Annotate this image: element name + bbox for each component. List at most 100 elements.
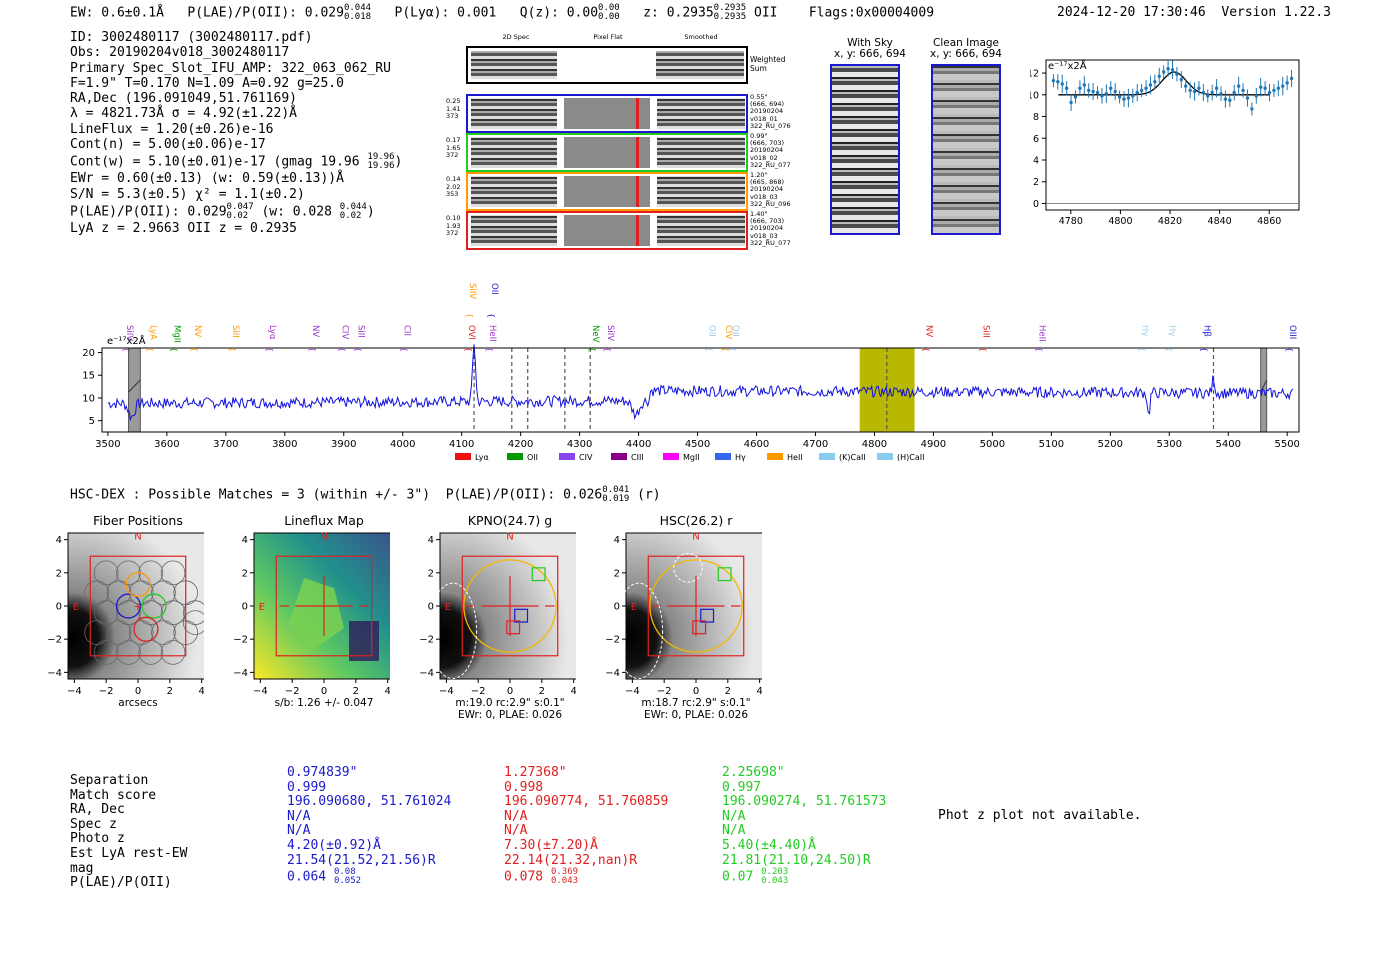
row-flat-marker (636, 98, 639, 129)
center-plus: + (133, 600, 142, 613)
fiber-highlight (133, 616, 159, 642)
zoom-plot: 4780 4800 4820 4840 4860 0 2 4 6 8 10 12 (1030, 60, 1299, 227)
row-left-value: 1.65 (446, 143, 461, 152)
zoom-point (1166, 66, 1170, 71)
match-cell-mag: 22.14(21.32,nan)R (504, 852, 638, 868)
header-ew: EW: 0.6±0.1Å (70, 5, 164, 21)
zoom-point (1250, 107, 1254, 111)
row-right-value: 1.20" (750, 171, 768, 179)
spec-line-brace: { (921, 347, 930, 352)
map-title: HSC(26.2) r (616, 513, 776, 528)
match-cell-mag: 21.54(21.52,21.56)R (287, 852, 436, 868)
fiber-circle (182, 600, 204, 625)
header-plae-hi: 0.044 (343, 3, 372, 13)
spec-line-label: CII (401, 325, 411, 336)
zoom-point (1100, 94, 1104, 98)
match-cell-ew: 5.40(±4.40)Å (722, 837, 816, 853)
info-primary: Primary Spec_Slot_IFU_AMP: 322_063_062_R… (70, 60, 391, 76)
match-cell-score: 0.997 (722, 779, 762, 795)
row-flat-marker (636, 215, 639, 246)
match-cell-sep: 1.27368" (504, 765, 567, 780)
row-2d-spec (471, 137, 557, 168)
hsc-plae-hi: 0.041 (602, 485, 630, 495)
zoom-point (1095, 90, 1100, 95)
col-pixel-flat: Pixel Flat (593, 33, 623, 41)
match-box-red (692, 620, 707, 635)
info-contw-lo: 19.96 (367, 161, 395, 172)
zoom-xtick-label: 4800 (1108, 216, 1132, 227)
match-plae-range: 0.369 0.043 (551, 868, 578, 886)
map-ytick-label: −4 (605, 668, 620, 679)
map-xtick-label: 4 (756, 686, 762, 697)
match-plae-value: 0.064 (287, 869, 327, 885)
zoom-point (1122, 97, 1126, 101)
info-plae-w: (w: 0.028 (261, 204, 332, 220)
spec-line-label: SiII (981, 325, 991, 338)
spec-line-label: CIV (340, 325, 350, 339)
clean-image (931, 64, 1001, 235)
zoom-point (1228, 98, 1232, 102)
zoom-ytick-label: 12 (1030, 69, 1039, 80)
lineflux-blob (289, 578, 344, 653)
with-sky-xy: x, y: 666, 694 (834, 48, 906, 60)
match-row-label: Est LyA rest-EW (70, 845, 188, 861)
spec-line-label: NV (192, 325, 202, 337)
legend-label: CIV (579, 453, 593, 462)
row-2d-spec (471, 215, 557, 246)
zoom-point (1131, 94, 1135, 98)
map-ytick-label: 2 (428, 568, 434, 579)
north-label: N (320, 532, 327, 543)
match-cell-specz: N/A (504, 808, 528, 824)
map-ytick-label: 2 (56, 568, 62, 579)
row-left-value: 2.02 (446, 182, 461, 191)
map-xtick-label: −2 (285, 686, 300, 697)
header-plya: P(Lyα): 0.001 (394, 5, 497, 21)
spec-line-brace: { (265, 347, 274, 352)
fiber-circle (151, 620, 176, 645)
col-smoothed: Smoothed (684, 33, 718, 41)
spec-line-label: SiII (356, 325, 366, 338)
east-label: E (445, 602, 451, 613)
map-xtick-label: −4 (625, 686, 640, 697)
spec-xtick-label: 4000 (390, 439, 415, 450)
row-right-value: 0.99" (750, 132, 768, 140)
legend-label: OII (527, 453, 538, 462)
fiber-circle (116, 640, 141, 665)
spec-line-label: OII (706, 325, 716, 337)
fiber-circle (106, 580, 132, 606)
zoom-point (1126, 96, 1131, 100)
info-plae-hi: 0.047 (226, 201, 254, 212)
zoom-point (1144, 86, 1148, 90)
row-right-labels: 1.20" (665, 868) 20190204 v018_03 322_RU_096 (750, 171, 791, 208)
spec-xtick-label: 5500 (1274, 439, 1299, 450)
spec-ytick-label: 5 (89, 416, 95, 427)
map-title: KPNO(24.7) g (430, 513, 590, 528)
map-xtick-label: 4 (198, 686, 204, 697)
row-left-value: 0.17 (446, 136, 461, 144)
fiber-circle (160, 560, 186, 586)
info-plae-w-lo: 0.02 (339, 210, 362, 221)
row-left-value: 1.93 (446, 221, 461, 230)
legend-swatch (455, 453, 471, 460)
map-ytick-label: 2 (614, 568, 620, 579)
zoom-point (1161, 70, 1166, 74)
map-sub1: m:19.0 rc:2.9" s:0.1" (455, 697, 565, 709)
match-column: 1.27368" 0.998 196.090774, 51.760859 N/A N/A… (504, 765, 668, 888)
fiber-circle (173, 620, 199, 645)
row-pixel-flat (564, 176, 650, 207)
row-pixel-flat (564, 215, 650, 246)
fiber-circle (84, 620, 109, 645)
zoom-point (1219, 91, 1223, 96)
east-label: E (631, 602, 637, 613)
info-obs: Obs: 20190204v018_3002480117 (70, 45, 290, 61)
spec-line-label: MgII (172, 325, 182, 343)
row-flat-marker (636, 137, 639, 168)
spec-xtick-label: 4100 (449, 439, 474, 450)
zoom-ytick-label: 10 (1030, 90, 1039, 101)
spectrum-line (107, 344, 1294, 422)
spec-line-brace: { (721, 347, 730, 352)
map-sub1: m:18.7 rc:2.9" s:0.1" (641, 697, 751, 709)
spec-xtick-label: 4400 (626, 439, 651, 450)
aperture-box (461, 555, 559, 657)
map-title: Lineflux Map (244, 513, 404, 528)
